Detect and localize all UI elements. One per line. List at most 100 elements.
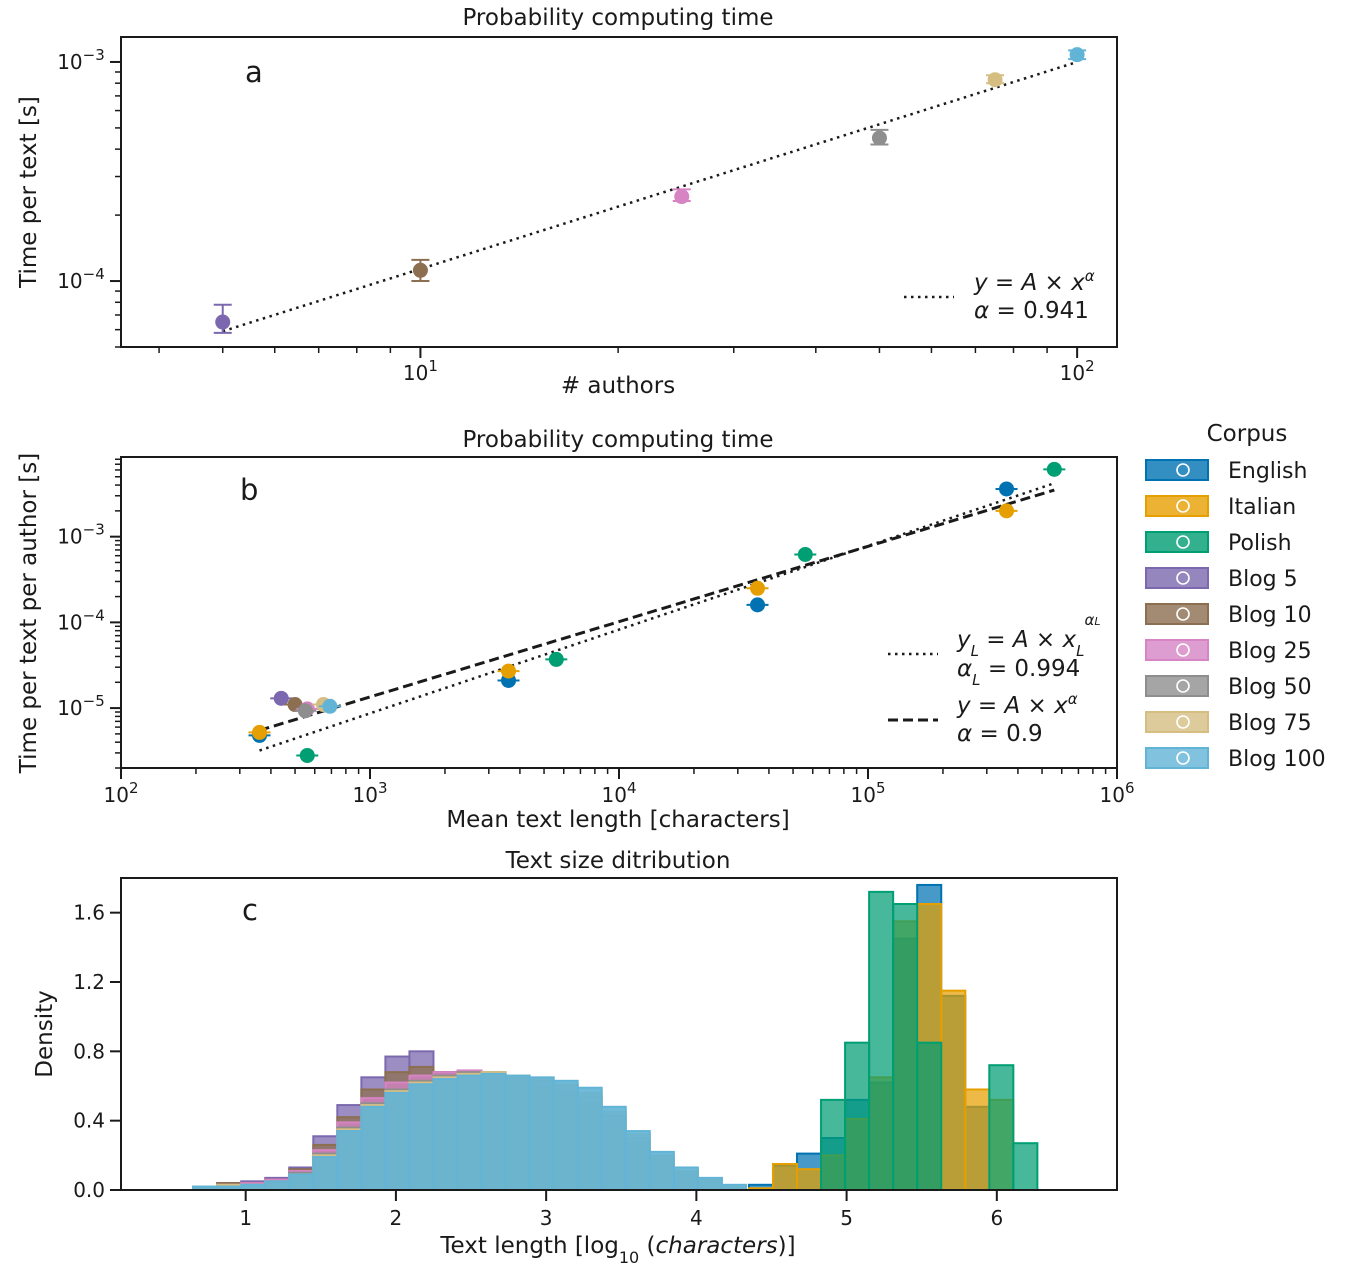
data-point: [871, 130, 887, 146]
legend-item: Blog 100: [1145, 747, 1326, 772]
legend-marker: [1176, 571, 1190, 585]
panel-c-label: c: [242, 893, 258, 927]
legend-label: English: [1228, 459, 1307, 484]
panel-b-frame: [120, 456, 1118, 769]
histogram-bar: [360, 1105, 387, 1192]
histogram-bar: [672, 1166, 699, 1192]
data-point: [252, 724, 268, 740]
panel-b-fit-legend: yL = A × xLαL αL = 0.994 y = A × xα α = …: [888, 611, 1101, 747]
legend-marker: [1176, 607, 1190, 621]
panel-b-fit-label-4: α = 0.9: [957, 721, 1043, 747]
data-point: [1069, 47, 1085, 63]
histogram-bar: [576, 1086, 603, 1191]
histogram-bar: [988, 1064, 1015, 1191]
x-tick-label: 5: [840, 1206, 853, 1230]
legend-label: Polish: [1228, 531, 1292, 556]
histogram-bar: [528, 1076, 555, 1192]
histogram-bar: [504, 1074, 531, 1191]
histogram-bar: [480, 1072, 507, 1192]
data-point: [750, 580, 766, 596]
x-tick-label: 101: [403, 357, 438, 385]
legend-item: Blog 50: [1145, 675, 1312, 700]
y-tick-label: 10−3: [57, 521, 105, 549]
legend-label: Blog 25: [1228, 639, 1312, 664]
histogram-bar: [964, 1088, 991, 1192]
panel-b-fit-label-3: y = A × xα: [956, 690, 1078, 719]
data-point: [999, 481, 1015, 497]
corpus-legend-title: Corpus: [1207, 421, 1288, 447]
x-tick-label: 1: [239, 1206, 252, 1230]
histogram-bar: [456, 1074, 483, 1191]
y-tick-label: 10−3: [57, 46, 105, 74]
histogram-bar: [796, 1168, 823, 1191]
legend-item: Blog 10: [1145, 603, 1312, 628]
histogram-bar: [648, 1150, 675, 1192]
data-point: [1046, 461, 1062, 477]
histogram-bar: [432, 1078, 459, 1191]
histogram-bar: [940, 989, 967, 1192]
histogram-bar: [696, 1176, 723, 1192]
panel-a-ylabel: Time per text [s]: [16, 96, 42, 289]
data-point: [322, 698, 338, 714]
x-tick-label: 105: [851, 779, 886, 807]
panel-a-title: Probability computing time: [462, 5, 773, 31]
legend-label: Blog 50: [1228, 675, 1312, 700]
x-tick-label: 102: [104, 779, 139, 807]
legend-marker: [1176, 535, 1190, 549]
legend-label: Blog 75: [1228, 711, 1312, 736]
y-tick-label: 1.2: [73, 970, 105, 994]
histogram-bar: [288, 1173, 315, 1192]
panel-b-title: Probability computing time: [462, 427, 773, 453]
y-tick-label: 0.4: [73, 1109, 105, 1133]
y-tick-label: 1.6: [73, 901, 105, 925]
panel-b-ylabel: Time per text per author [s]: [16, 453, 42, 774]
data-point: [412, 262, 428, 278]
panel-c-ylabel: Density: [32, 990, 58, 1077]
data-point: [501, 663, 517, 679]
legend-marker: [1176, 715, 1190, 729]
data-point: [750, 597, 766, 613]
x-tick-label: 103: [353, 779, 388, 807]
legend-marker: [1176, 643, 1190, 657]
y-tick-label: 10−5: [57, 692, 105, 720]
histogram-bar: [892, 903, 919, 1191]
histogram-bar: [384, 1091, 411, 1192]
legend-item: Blog 75: [1145, 711, 1312, 736]
x-tick-label: 106: [1100, 779, 1135, 807]
histogram-bar: [1012, 1142, 1039, 1191]
panel-a-label: a: [245, 55, 263, 89]
data-point: [548, 651, 564, 667]
panel-c: Text size ditribution 1 2 3 4 5 6 0.0 0.4 0.8 1.2…: [32, 848, 1118, 1267]
panel-b-fit-label-1: yL = A × xLαL: [956, 611, 1101, 660]
legend-marker: [1176, 679, 1190, 693]
legend-label: Blog 10: [1228, 603, 1312, 628]
data-point: [987, 72, 1003, 88]
histogram-bar: [336, 1130, 363, 1191]
histogram-bar: [916, 1041, 943, 1191]
histogram-bar: [408, 1083, 435, 1192]
x-tick-label: 104: [602, 779, 637, 807]
legend-item: Blog 25: [1145, 639, 1312, 664]
histogram-bar: [600, 1105, 627, 1192]
panel-b-fit-label-2: αL = 0.994: [957, 656, 1080, 689]
x-tick-label: 102: [1060, 357, 1095, 385]
histogram-bar: [264, 1180, 291, 1192]
data-point: [674, 189, 690, 205]
histogram-bar: [312, 1156, 339, 1191]
panel-b: Probability computing time 102 103 104 105 1…: [16, 427, 1135, 833]
histogram-bar: [624, 1130, 651, 1191]
panel-c-frame: [120, 877, 1118, 1191]
data-point: [999, 503, 1015, 519]
legend-marker: [1176, 751, 1190, 765]
data-point: [299, 747, 315, 763]
panel-c-title: Text size ditribution: [505, 848, 731, 874]
legend-item: English: [1145, 459, 1307, 484]
legend-marker: [1176, 463, 1190, 477]
legend-item: Polish: [1145, 531, 1292, 556]
legend-item: Italian: [1145, 495, 1296, 520]
y-tick-label: 0.8: [73, 1039, 105, 1063]
panel-a-fit-label-1: y = A × xα: [973, 267, 1095, 296]
histogram-bar: [771, 1163, 799, 1191]
data-point: [297, 703, 313, 719]
